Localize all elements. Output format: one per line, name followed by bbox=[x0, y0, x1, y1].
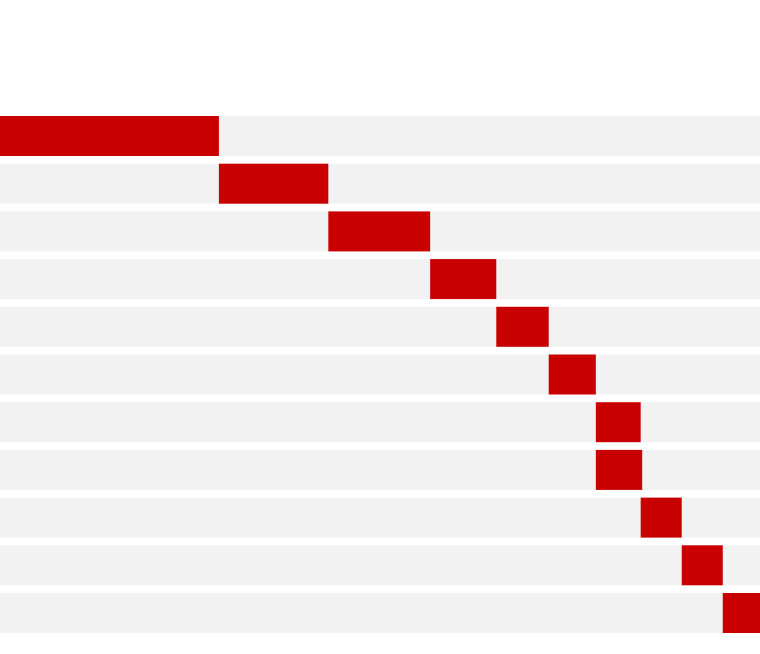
bar bbox=[595, 402, 641, 443]
row-track bbox=[0, 497, 760, 538]
row-track bbox=[0, 402, 760, 443]
bar bbox=[218, 163, 329, 204]
bar bbox=[640, 497, 682, 538]
row-track bbox=[0, 545, 760, 586]
bar bbox=[496, 306, 549, 347]
bar bbox=[722, 593, 760, 633]
row-track bbox=[0, 449, 760, 490]
row-track bbox=[0, 354, 760, 395]
row-track bbox=[0, 259, 760, 300]
bar bbox=[548, 354, 596, 395]
bar bbox=[328, 211, 431, 252]
row-track bbox=[0, 163, 760, 204]
bar bbox=[595, 449, 643, 490]
row-track bbox=[0, 593, 760, 633]
bar bbox=[681, 545, 723, 586]
bar bbox=[0, 116, 219, 156]
row-track bbox=[0, 306, 760, 347]
bar bbox=[430, 259, 497, 300]
